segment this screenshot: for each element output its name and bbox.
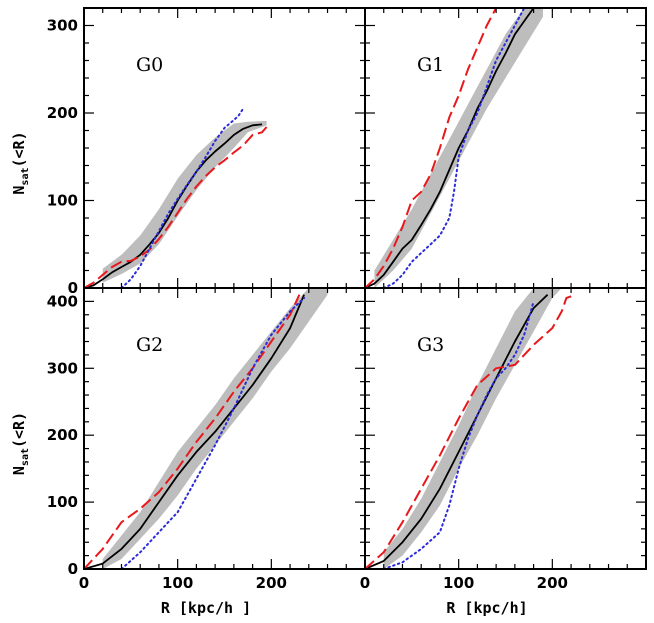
series-dashed (365, 8, 515, 288)
series-dotted (120, 297, 306, 569)
y-axis-title: Nsat(<R) (10, 412, 31, 475)
panel-frame (364, 287, 647, 570)
x-tick-label: 0 (360, 574, 370, 592)
series-dashed (84, 126, 268, 288)
x-tick-label: 100 (443, 574, 474, 592)
series-solid (365, 294, 549, 569)
y-axis-title: Nsat(<R) (10, 131, 31, 194)
series-solid (365, 8, 539, 288)
x-axis-title: R [kpc/h ] (161, 599, 251, 617)
panel-g2: 0 100 200 300 400 0 100 200 G2 R [kpc/h ] Nsat(<R) (10, 287, 366, 617)
y-tick-label: 400 (47, 292, 78, 310)
plot-area (365, 8, 543, 288)
y-tick-label: 300 (47, 17, 78, 35)
y-tick-label: 0 (68, 560, 78, 578)
panel-label: G0 (136, 54, 163, 76)
x-tick-label: 100 (162, 574, 193, 592)
panel-label: G3 (417, 334, 444, 356)
panel-label: G1 (417, 54, 444, 76)
x-tick-label: 0 (79, 574, 89, 592)
y-tick-label: 200 (47, 104, 78, 122)
panel-g1: G1 (364, 7, 647, 289)
y-tick-label: 100 (47, 192, 78, 210)
panel-g0: 0 100 200 300 G0 Nsat(<R) (10, 7, 366, 297)
series-solid (84, 294, 305, 569)
series-dotted (120, 107, 245, 288)
series-dashed (84, 294, 301, 569)
y-tick-label: 0 (68, 279, 78, 297)
plot-area (84, 107, 268, 288)
plot-area (84, 288, 328, 569)
series-dotted (382, 300, 535, 569)
series-dotted (382, 8, 526, 288)
panel-g3: 0 100 200 G3 R [kpc/h] (360, 287, 647, 617)
x-tick-label: 200 (537, 574, 568, 592)
series-solid (84, 123, 263, 288)
x-tick-label: 200 (256, 574, 287, 592)
scatter-band (102, 288, 328, 569)
y-tick-label: 200 (47, 426, 78, 444)
plot-area (365, 288, 577, 569)
y-tick-label: 300 (47, 359, 78, 377)
panel-label: G2 (136, 334, 163, 356)
y-tick-label: 100 (47, 493, 78, 511)
x-axis-title: R [kpc/h] (446, 599, 527, 617)
series-dashed (365, 293, 577, 569)
